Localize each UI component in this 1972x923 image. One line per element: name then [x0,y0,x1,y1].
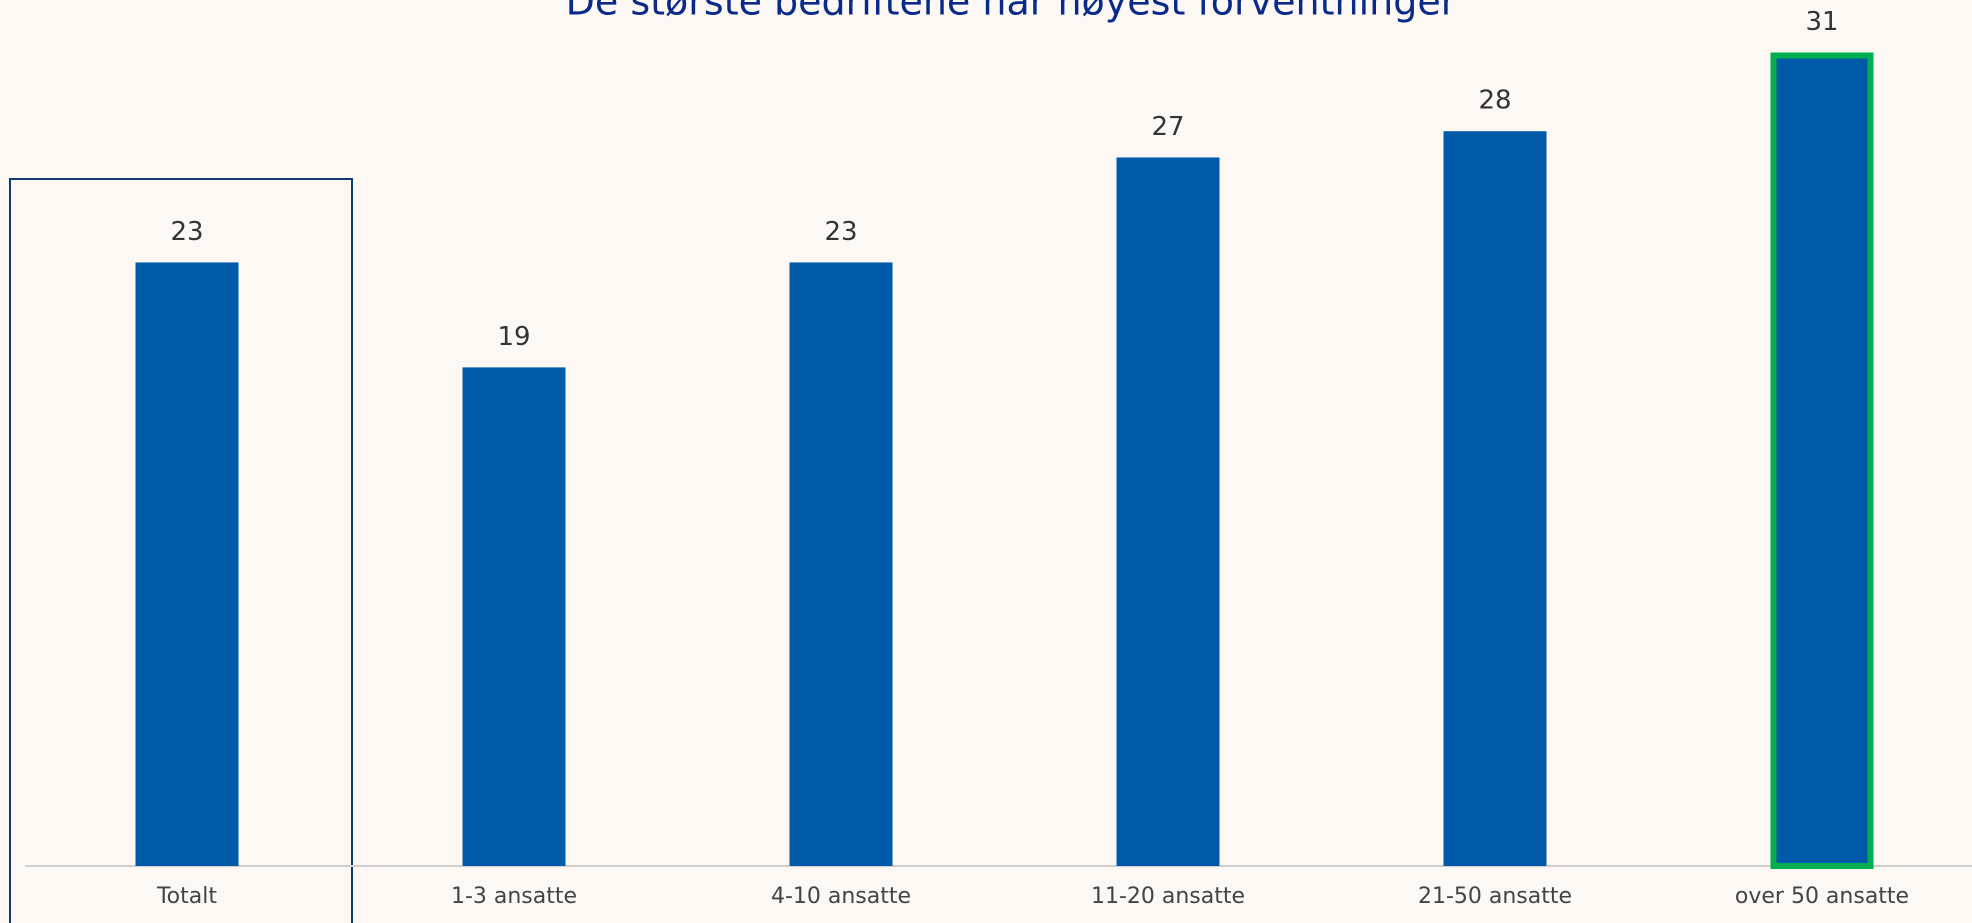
bar [1443,131,1547,866]
value-label: 19 [497,322,530,352]
bar [135,262,239,866]
value-label: 27 [1151,112,1184,142]
bar [462,367,566,866]
total-frame [9,178,353,923]
bar [1116,157,1220,867]
x-tick-label: 21-50 ansatte [1418,884,1572,909]
value-label: 31 [1805,7,1838,37]
bar [789,262,893,866]
value-label: 23 [170,217,203,247]
x-tick-label: 4-10 ansatte [771,884,911,909]
x-tick-label: Totalt [156,884,217,909]
x-tick-label: 11-20 ansatte [1091,884,1245,909]
x-tick-label: over 50 ansatte [1735,884,1909,909]
bar [1770,52,1874,869]
chart-title: De største bedriftene har høyest forvent… [566,0,1457,24]
x-tick-label: 1-3 ansatte [451,884,577,909]
value-label: 28 [1478,86,1511,116]
value-label: 23 [824,217,857,247]
